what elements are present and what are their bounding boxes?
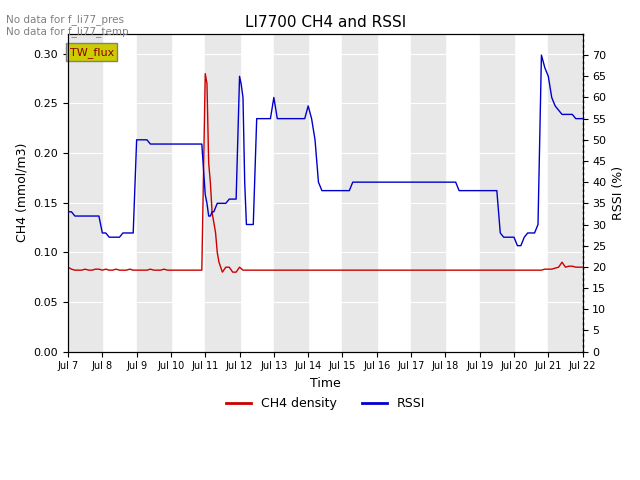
Legend: CH4 density, RSSI: CH4 density, RSSI bbox=[221, 392, 430, 415]
Text: No data for f_li77_pres: No data for f_li77_pres bbox=[6, 13, 124, 24]
Bar bbox=[136, 34, 171, 351]
Bar bbox=[68, 34, 102, 351]
Title: LI7700 CH4 and RSSI: LI7700 CH4 and RSSI bbox=[244, 15, 406, 30]
Bar bbox=[411, 34, 445, 351]
Bar bbox=[480, 34, 514, 351]
Text: No data for f_li77_temp: No data for f_li77_temp bbox=[6, 25, 129, 36]
Bar bbox=[274, 34, 308, 351]
Bar bbox=[205, 34, 239, 351]
Y-axis label: RSSI (%): RSSI (%) bbox=[612, 166, 625, 220]
Text: TW_flux: TW_flux bbox=[70, 47, 114, 58]
X-axis label: Time: Time bbox=[310, 377, 340, 390]
Bar bbox=[342, 34, 377, 351]
Bar bbox=[548, 34, 582, 351]
Y-axis label: CH4 (mmol/m3): CH4 (mmol/m3) bbox=[15, 143, 28, 242]
